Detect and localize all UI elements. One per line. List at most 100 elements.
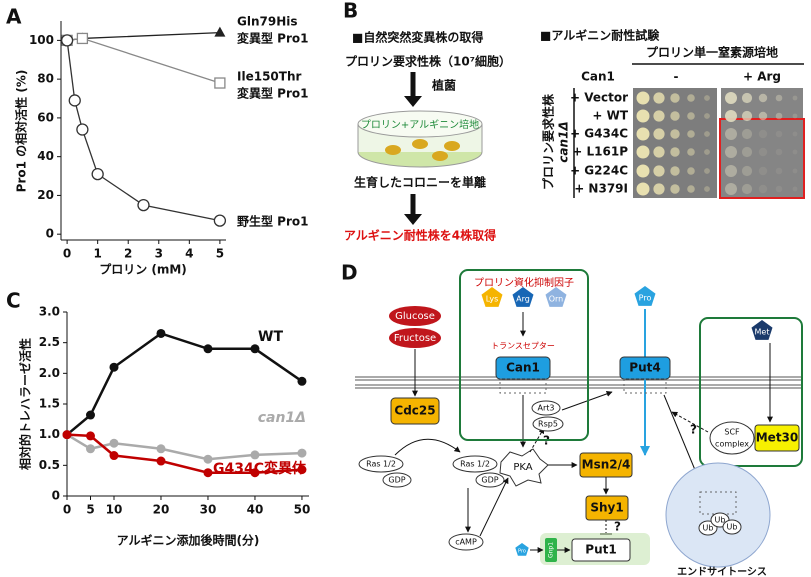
transmembrane: [623, 378, 667, 394]
column-header: -: [674, 70, 679, 84]
colony-spot: [792, 113, 798, 119]
colony: [385, 145, 401, 155]
colony-spot: [636, 164, 650, 178]
ubiquitin-label: Ub: [727, 523, 738, 532]
marker: [156, 444, 166, 454]
series-label: 野生型 Pro1: [237, 214, 309, 229]
colony-spot: [775, 167, 783, 175]
y-axis-label: Pro1 の相対活性 (%): [14, 70, 29, 193]
marker: [213, 214, 227, 227]
colony-spot: [653, 128, 665, 140]
panel-label: C: [6, 289, 21, 313]
x-tick-label: 0: [63, 503, 71, 517]
section-title: ■アルギニン耐性試験: [540, 28, 660, 43]
marker: [85, 410, 95, 420]
protein-label: Cdc25: [394, 404, 435, 418]
strain-row-label: + WT: [592, 109, 628, 123]
art3-label: Art3: [538, 404, 555, 413]
medium-label: プロリン+アルギニン培地: [361, 118, 479, 131]
marker: [137, 198, 150, 212]
colony-spot: [775, 185, 783, 193]
marker: [156, 456, 166, 466]
colony: [444, 141, 460, 151]
protein-label: Put4: [629, 361, 660, 375]
colony-spot: [775, 112, 783, 120]
y-axis-label: 相対的トレハラーゼ活性: [18, 338, 33, 470]
arrow: [671, 411, 709, 433]
colony-spot: [725, 146, 737, 158]
amino-acid: [751, 320, 773, 340]
x-tick-label: 10: [106, 503, 123, 517]
x-tick-label: 0: [63, 247, 71, 261]
gnp1-label: Gnp1: [548, 542, 555, 558]
colony-spot: [670, 184, 680, 194]
protein-label: Shy1: [590, 501, 623, 515]
group-box: [699, 317, 803, 467]
colony-spot: [636, 127, 650, 141]
ras: [452, 455, 498, 473]
group-box: [459, 269, 589, 441]
marker: [203, 454, 213, 464]
colony-spot: [653, 146, 665, 158]
colony-spot: [670, 147, 680, 157]
colony-spot: [741, 146, 753, 158]
x-tick-label: 1: [93, 247, 101, 261]
colony-spot: [792, 95, 798, 101]
series-label: Gln79His: [237, 15, 298, 29]
protein-box: [754, 424, 800, 452]
x-axis-label: アルギニン添加後時間(分): [117, 533, 260, 548]
y-tick-label: 0.5: [39, 458, 60, 472]
panel-label: B: [343, 0, 358, 23]
x-tick-label: 4: [185, 247, 193, 261]
colony-spot: [758, 111, 768, 121]
arrow-head: [404, 96, 422, 107]
x-tick-label: 20: [153, 503, 170, 517]
colony-spot: [653, 183, 665, 195]
y-tick-label: 40: [37, 149, 54, 163]
series-label: WT: [258, 329, 283, 345]
strain-row-label: + Vector: [570, 91, 628, 105]
strain-row-label: + N379I: [574, 182, 628, 196]
scf: [709, 421, 755, 455]
colony-spot: [725, 110, 737, 122]
x-tick-label: 5: [216, 247, 224, 261]
y-tick-label: 2.0: [39, 366, 60, 380]
colony-spot: [725, 183, 737, 195]
strain-label: プロリン要求性株: [541, 93, 556, 190]
colony-spot: [670, 129, 680, 139]
marker: [109, 451, 119, 461]
colony-spot: [636, 182, 650, 196]
colony-spot: [653, 165, 665, 177]
y-tick-label: 2.5: [39, 335, 60, 349]
colony-spot: [687, 167, 695, 175]
step-text: 植菌: [431, 78, 456, 93]
step-text: アルギニン耐性株を4株取得: [344, 228, 496, 243]
colony-spot: [704, 149, 710, 155]
colony-spot: [687, 185, 695, 193]
y-tick-label: 1.5: [39, 397, 60, 411]
panel-b-test: ■アルギニン耐性試験 プロリン単一窒素源培地 Can1 - + Arg プロリン…: [540, 28, 805, 199]
colony: [412, 139, 428, 149]
strain-row-label: + G224C: [570, 164, 628, 178]
section-title: ■自然突然変異株の取得: [352, 30, 483, 45]
colony-spot: [792, 149, 798, 155]
y-tick-label: 100: [29, 33, 54, 47]
sugar: [389, 328, 441, 348]
transceptor-label: トランスセプター: [491, 342, 555, 351]
gnp1: [545, 538, 557, 562]
scf-label: complex: [715, 440, 749, 449]
marker: [203, 468, 213, 478]
panel-b: ■自然突然変異株の取得 プロリン要求性株（10⁷細胞） 植菌 プロリン+アルギニ…: [344, 30, 511, 243]
amino-acid-label: Arg: [516, 295, 530, 304]
x-tick-label: 30: [200, 503, 217, 517]
amino-acid-label: Pro: [518, 549, 526, 555]
marker: [250, 344, 260, 354]
amino-acid: [512, 287, 534, 307]
transmembrane: [499, 378, 547, 394]
marker: [297, 465, 307, 475]
marker: [250, 450, 260, 460]
column-header: Can1: [581, 70, 615, 84]
colony-spot: [758, 93, 768, 103]
colony-spot: [653, 92, 665, 104]
amino-acid: [634, 286, 656, 306]
